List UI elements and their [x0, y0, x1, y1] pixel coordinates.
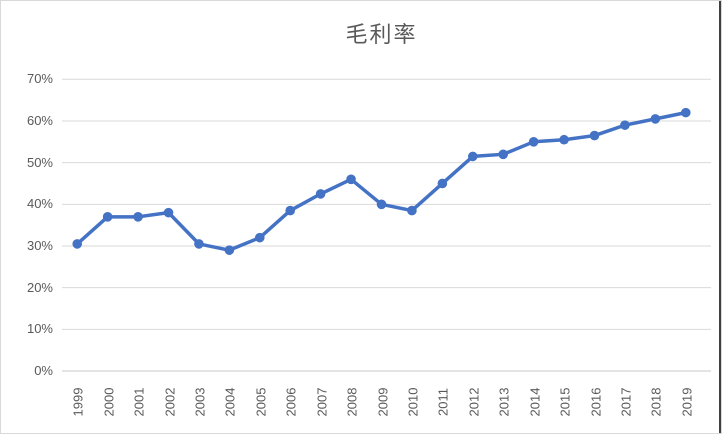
x-axis-tick-label: 2010 — [405, 387, 421, 417]
x-axis-tick-label: 2005 — [253, 387, 269, 417]
data-point-marker — [315, 189, 326, 199]
x-axis-tick-label: 2002 — [162, 387, 177, 417]
data-point-marker — [620, 120, 630, 130]
x-axis-tick-label: 2006 — [283, 387, 299, 417]
data-point-marker — [650, 114, 661, 124]
y-axis-tick-label: 50% — [26, 154, 53, 170]
x-axis-tick-label: 2012 — [466, 387, 482, 417]
data-point-marker — [376, 199, 387, 210]
x-axis-tick-label: 2014 — [527, 387, 543, 417]
x-axis-tick-label: 2007 — [314, 387, 330, 417]
chart-title: 毛利率 — [345, 23, 418, 48]
y-axis-tick-label: 60% — [26, 112, 53, 128]
data-point-marker — [559, 134, 569, 145]
y-axis-tick-label: 10% — [26, 321, 53, 337]
data-point-marker — [224, 245, 235, 255]
x-axis-tick-label: 2015 — [557, 387, 573, 417]
y-axis-tick-label: 70% — [26, 71, 53, 87]
data-point-marker — [528, 137, 539, 147]
data-point-marker — [133, 212, 143, 222]
data-point-marker — [589, 130, 600, 141]
x-axis-tick-label: 2009 — [375, 387, 390, 417]
data-point-marker — [72, 239, 83, 249]
x-axis-tick-label: 2008 — [344, 387, 360, 417]
data-point-marker — [346, 174, 356, 185]
data-point-marker — [102, 212, 113, 222]
data-point-marker — [467, 151, 478, 162]
x-axis-tick-label: 2013 — [496, 387, 512, 417]
x-axis-tick-label: 2003 — [192, 387, 208, 417]
data-point-marker — [437, 178, 448, 189]
x-axis-tick-label: 2018 — [648, 387, 664, 417]
x-axis-tick-label: 2019 — [679, 387, 695, 417]
data-point-marker — [407, 205, 417, 216]
y-axis-tick-label: 0% — [34, 363, 53, 378]
x-axis-tick-label: 2016 — [588, 387, 603, 417]
data-point-marker — [254, 232, 265, 243]
data-point-marker — [194, 239, 204, 249]
x-axis-tick-label: 1999 — [70, 387, 86, 417]
x-axis-tick-label: 2011 — [435, 388, 451, 416]
y-axis-tick-label: 40% — [26, 196, 53, 212]
x-axis-tick-label: 2004 — [222, 387, 238, 417]
y-axis-tick-label: 30% — [26, 237, 53, 253]
x-axis-tick-label: 2000 — [101, 387, 117, 417]
data-point-marker — [163, 207, 174, 218]
data-point-marker — [498, 149, 509, 160]
y-axis-tick-label: 20% — [26, 279, 53, 295]
data-point-marker — [680, 107, 691, 118]
data-point-marker — [285, 205, 296, 216]
x-axis-tick-label: 2001 — [131, 387, 147, 417]
x-axis-tick-label: 2017 — [618, 387, 634, 417]
screenshot-right-edge-line — [719, 1, 721, 433]
